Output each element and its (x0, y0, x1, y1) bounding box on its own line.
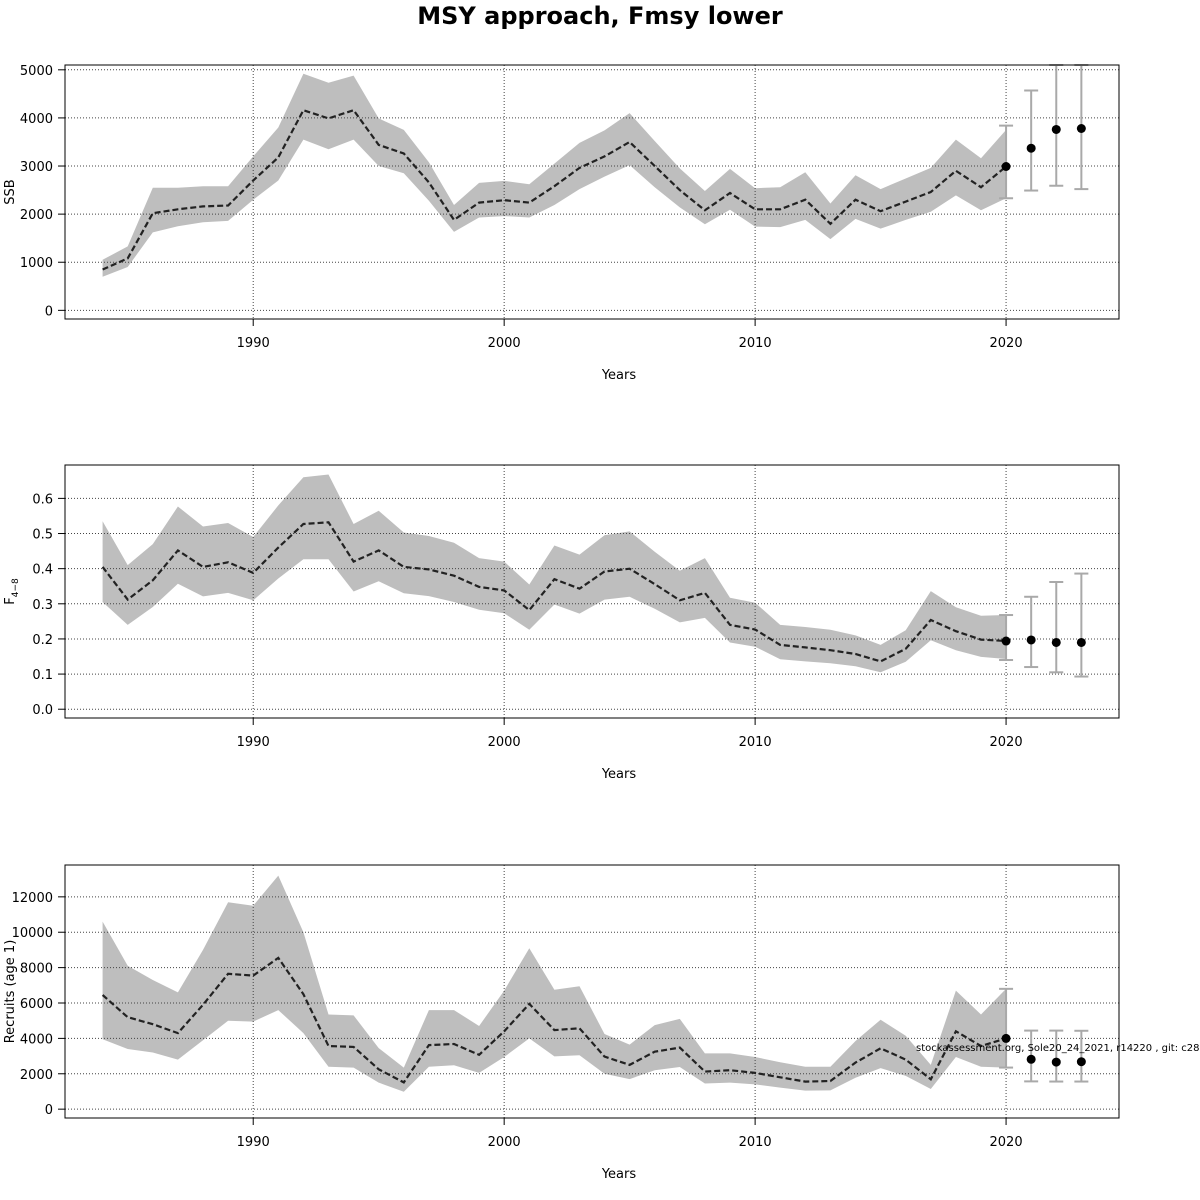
forecast-point (1051, 1057, 1061, 1067)
panel-3: 1990 2000 2010 2020 0 2000 4000 6000 8000 10000 12… (3, 864, 1120, 1182)
y-tick-label: 6000 (20, 997, 53, 1012)
y-tick-label: 3000 (20, 160, 53, 175)
forecast-errorbar (1049, 1029, 1064, 1083)
estimate-line (102, 108, 1007, 271)
x-tick-label: 2010 (739, 336, 772, 351)
confidence-band (102, 875, 1007, 1092)
confidence-band (102, 474, 1007, 673)
x-tick-label: 1990 (237, 336, 270, 351)
y-tick-label: 5000 (20, 64, 53, 79)
y-tick-label: 8000 (20, 962, 53, 977)
forecast-errorbar (1024, 89, 1039, 192)
y-tick-label: 1000 (20, 256, 53, 271)
forecast-errorbar (1074, 1029, 1089, 1083)
x-tick-label: 2020 (990, 1135, 1023, 1150)
y-axis-label: F4−8 (3, 578, 21, 605)
plot-frame (64, 864, 1120, 1119)
x-tick-label: 2020 (990, 735, 1023, 750)
y-tick-label: 0.1 (32, 668, 53, 683)
forecast-errorbar (1074, 572, 1089, 678)
forecast-point (1076, 1057, 1086, 1067)
forecast-errorbar (999, 987, 1014, 1069)
x-tick-label: 2000 (488, 1135, 521, 1150)
x-tick-label: 1990 (237, 1135, 270, 1150)
x-tick-label: 2010 (739, 1135, 772, 1150)
y-tick-label: 4000 (20, 112, 53, 127)
y-tick-label: 0 (45, 304, 53, 319)
forecast-point (1076, 637, 1086, 647)
panel-2: 1990 2000 2010 2020 0.0 0.1 0.2 0.3 0.4 0.5 0.6 Yea… (3, 464, 1120, 782)
y-axis-label-subscript: 4−8 (11, 578, 21, 597)
x-axis-label: Years (601, 1167, 637, 1182)
plot-frame (64, 464, 1120, 719)
y-tick-label: 2000 (20, 1068, 53, 1083)
x-tick-label: 2000 (488, 336, 521, 351)
forecast-point (1026, 1054, 1036, 1064)
forecast-errorbar (999, 124, 1014, 200)
y-tick-label: 0.4 (32, 563, 53, 578)
panels: 1990 2000 2010 2020 0 1000 2000 3000 4000 5000 Yea… (3, 64, 1120, 1182)
y-tick-label: 0 (45, 1103, 53, 1118)
x-tick-label: 2020 (990, 336, 1023, 351)
x-axis-label: Years (601, 767, 637, 782)
forecast-point (1026, 635, 1036, 645)
y-tick-label: 0.2 (32, 633, 53, 648)
plot-frame (64, 64, 1120, 320)
panel-1: 1990 2000 2010 2020 0 1000 2000 3000 4000 5000 Yea… (3, 64, 1120, 383)
forecast-point (1076, 124, 1086, 133)
y-tick-label: 10000 (12, 926, 53, 941)
y-tick-label: 0.0 (32, 703, 53, 718)
footnote: stockassessment.org, Sole20_24_2021, r14… (916, 1043, 1200, 1054)
y-tick-label: 0.5 (32, 528, 53, 543)
confidence-band (102, 73, 1007, 277)
x-tick-label: 1990 (237, 735, 270, 750)
estimate-line (101, 521, 1007, 663)
y-tick-label: 0.6 (32, 492, 53, 507)
forecast-point (1051, 124, 1061, 134)
y-axis-label: SSB (3, 179, 18, 204)
forecast-errorbar (1049, 581, 1064, 674)
forecast-point (1001, 636, 1011, 646)
estimate-line (101, 956, 1007, 1084)
chart-title: MSY approach, Fmsy lower (417, 2, 783, 30)
x-tick-label: 2000 (488, 735, 521, 750)
forecast-point (1001, 162, 1011, 172)
forecast-point (1001, 1033, 1011, 1043)
forecast-point (1051, 637, 1061, 647)
y-tick-label: 0.3 (32, 598, 53, 613)
y-tick-label: 2000 (20, 208, 53, 223)
forecast-errorbar (1024, 595, 1039, 669)
y-axis-label: Recruits (age 1) (3, 940, 18, 1044)
x-tick-label: 2010 (739, 735, 772, 750)
x-axis-label: Years (601, 368, 637, 383)
y-tick-label: 4000 (20, 1032, 53, 1047)
y-tick-label: 12000 (12, 891, 53, 906)
forecast-point (1026, 143, 1036, 153)
